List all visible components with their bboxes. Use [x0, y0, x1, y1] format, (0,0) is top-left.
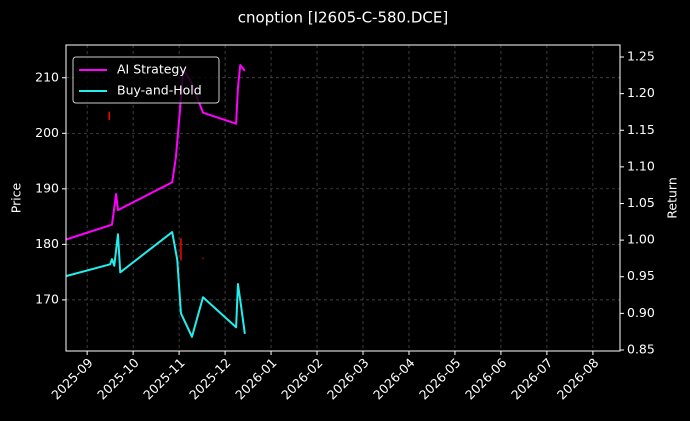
y-tick-label: 200 — [35, 125, 59, 140]
y2-tick-label: 1.05 — [627, 195, 655, 210]
legend-box — [72, 56, 220, 104]
chart-title: cnoption [I2605-C-580.DCE] — [238, 9, 448, 27]
series-line — [66, 231, 246, 338]
y2-tick-label: 1.25 — [627, 49, 655, 64]
y-axis-label: Price — [9, 182, 24, 213]
y2-tick-label: 0.95 — [627, 268, 655, 283]
y2-tick-label: 1.10 — [627, 158, 655, 173]
y2-tick-label: 0.85 — [627, 341, 655, 356]
y-tick-label: 170 — [35, 291, 59, 306]
y-tick-label: 210 — [35, 69, 59, 84]
y2-tick-label: 1.20 — [627, 85, 655, 100]
legend-label: AI Strategy — [117, 62, 187, 77]
y2-axis-label: Return — [665, 177, 680, 218]
legend-label: Buy-and-Hold — [117, 83, 202, 98]
y2-tick-label: 0.90 — [627, 305, 655, 320]
y-tick-label: 180 — [35, 236, 59, 251]
y-tick-label: 190 — [35, 180, 59, 195]
y2-tick-label: 1.15 — [627, 122, 655, 137]
plot-frame — [65, 44, 621, 352]
y2-tick-label: 1.00 — [627, 232, 655, 247]
